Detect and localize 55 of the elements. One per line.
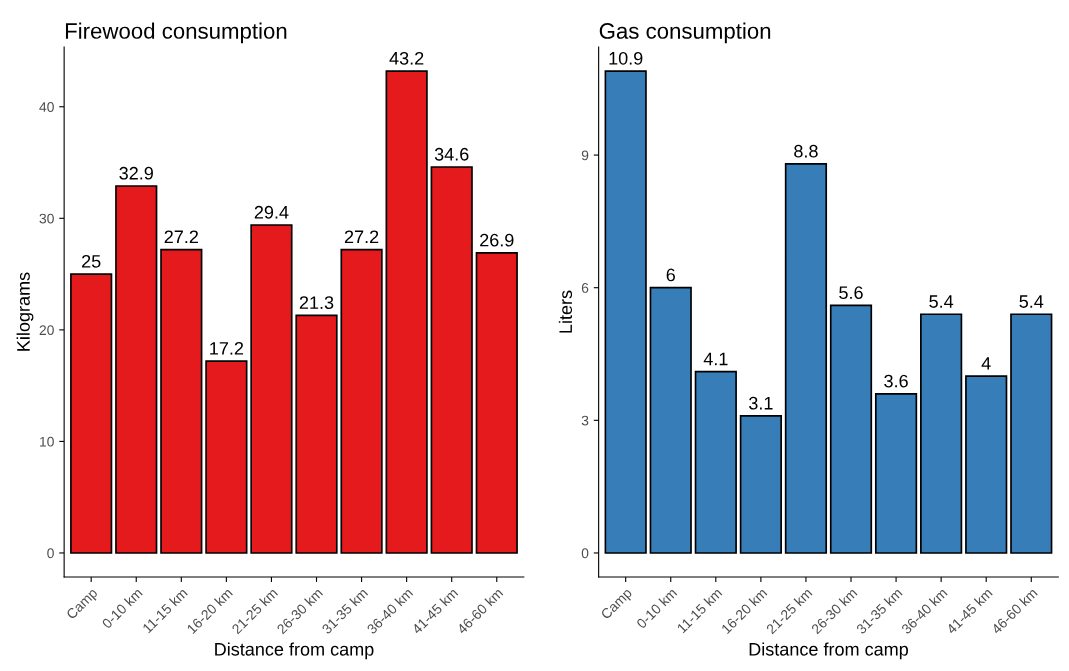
data-label: 5.4 [929,295,954,308]
y-tick-label: 0 [47,548,54,559]
data-label: 26.9 [480,233,514,247]
y-tick-label: 10 [40,436,54,447]
y-tick-label: 40 [39,102,54,112]
data-label: 5.6 [839,286,863,300]
bar [649,286,692,554]
data-label: 34.6 [434,147,469,161]
y-tick-label: 6 [581,283,589,293]
data-label: 17.2 [210,341,244,355]
data-label: 4 [981,357,991,370]
data-label: 3.6 [884,374,908,388]
bar [340,248,383,554]
bar [920,313,963,554]
bar [430,166,473,554]
data-label: 10.9 [609,51,643,65]
bar [205,360,248,554]
bar [1010,313,1053,554]
bar [295,314,338,554]
chart-title: Gas consumption [599,22,771,44]
data-label: 29.4 [254,205,289,219]
data-label: 5.4 [1019,295,1044,308]
data-label: 3.1 [749,396,773,410]
data-label: 27.2 [164,230,198,244]
bar [160,248,203,554]
y-tick-label: 9 [581,150,589,161]
y-tick-label: 3 [581,415,589,426]
y-tick-label: 0 [581,548,589,559]
data-label: 32.9 [119,166,153,180]
bar [604,70,647,554]
data-label: 21.3 [299,296,334,310]
chart-title: Firewood consumption [65,22,287,44]
y-axis-title: Kilograms [16,272,34,351]
data-label: 4.1 [703,352,728,366]
bar [739,415,782,554]
bar [784,163,828,554]
bar [694,370,737,554]
x-axis-title: Distance from camp [749,642,908,660]
data-label: 27.2 [344,230,379,244]
data-label: 8.8 [794,144,818,158]
bar [874,392,918,554]
y-tick-label: 30 [39,213,54,224]
data-label: 25 [82,254,101,268]
data-label: 43.2 [389,51,424,65]
bar [829,304,873,554]
bar [385,70,428,554]
bar [475,252,518,554]
y-tick-label: 20 [39,325,54,336]
bar [250,224,293,554]
y-axis-title: Liters [558,290,573,333]
data-label: 6 [666,268,675,282]
bar [965,375,1008,554]
bar [70,273,113,554]
x-axis-title: Distance from camp [215,642,374,660]
bar [115,185,158,554]
